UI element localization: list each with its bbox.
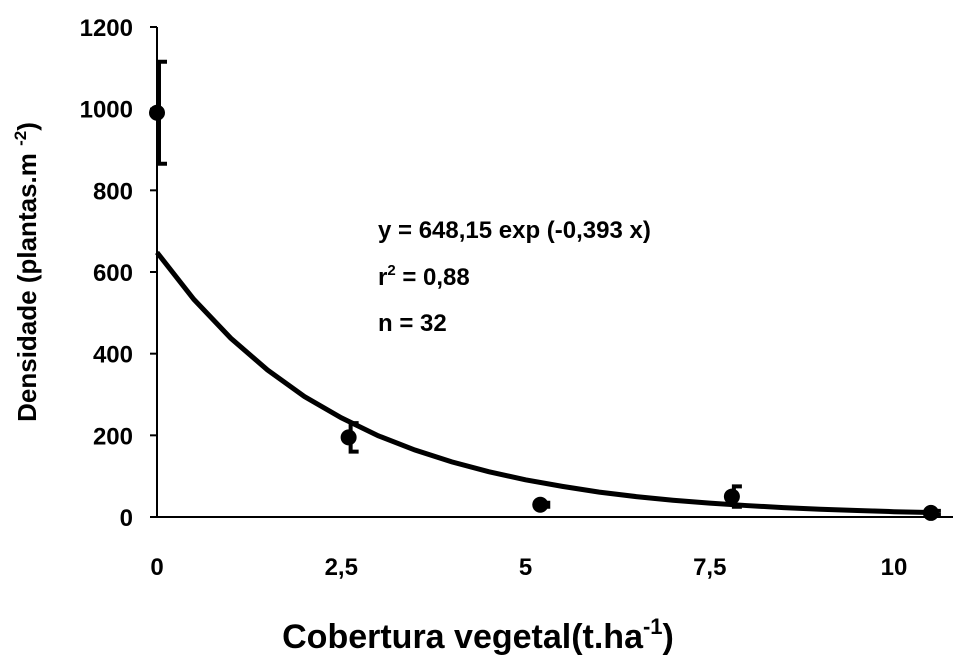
data-point [922,504,939,521]
x-tick-label: 0 [150,554,163,581]
equation: y = 648,15 exp (-0,393 x) [378,217,651,244]
n-text: n = 32 [378,310,447,337]
x-label-text: Cobertura vegetal(t.ha [282,618,644,656]
y-tick-label: 400 [93,342,133,369]
x-axis-label: Cobertura vegetal(t.ha-1) [282,614,674,656]
y-tick-label: 800 [93,178,133,205]
data-point [723,488,740,505]
data-point [340,429,357,446]
x-label-sup: -1 [643,614,663,639]
n-count: n = 32 [378,310,447,337]
y-tick-label: 200 [93,423,133,450]
y-label-sup: -2 [11,131,30,146]
data-point [149,104,165,121]
r-text: r [378,264,387,291]
y-label-end: ) [12,122,42,131]
x-tick-label: 10 [881,554,908,581]
r-sup: 2 [387,262,395,279]
r-value: = 0,88 [396,264,470,291]
x-tick-label: 2,5 [325,554,358,581]
y-tick-label: 1000 [80,97,133,124]
y-tick-label: 0 [120,505,133,532]
equation-text: y = 648,15 exp (-0,393 x) [378,217,651,244]
r-squared: r2 = 0,88 [378,262,470,291]
y-tick-label: 600 [93,260,133,287]
fit-curve [155,250,931,516]
x-tick-label: 7,5 [693,554,726,581]
x-label-end: ) [663,618,674,656]
data-point [532,496,549,513]
x-tick-label: 5 [519,554,532,581]
y-label-text: Densidade (plantas.m [12,146,42,422]
y-axis-label: Densidade (plantas.m -2) [11,122,42,422]
y-tick-label: 1200 [80,15,133,42]
